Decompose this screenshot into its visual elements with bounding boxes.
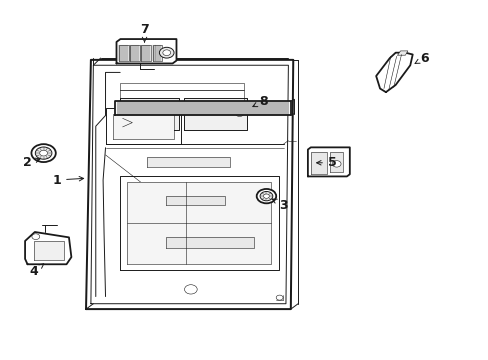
- Text: 5: 5: [316, 156, 336, 169]
- Circle shape: [276, 295, 283, 300]
- Polygon shape: [166, 196, 224, 205]
- Polygon shape: [34, 241, 64, 260]
- Polygon shape: [105, 108, 181, 144]
- Polygon shape: [120, 83, 244, 90]
- Polygon shape: [147, 157, 229, 167]
- Polygon shape: [152, 45, 162, 60]
- Circle shape: [235, 111, 243, 117]
- Text: 1: 1: [52, 174, 83, 186]
- Circle shape: [31, 144, 56, 162]
- Polygon shape: [86, 60, 293, 309]
- Polygon shape: [141, 45, 151, 60]
- Text: 8: 8: [252, 95, 268, 108]
- Polygon shape: [25, 232, 71, 264]
- Circle shape: [331, 161, 340, 167]
- Polygon shape: [310, 152, 327, 174]
- Circle shape: [40, 150, 47, 156]
- Polygon shape: [375, 53, 412, 92]
- Text: 3: 3: [272, 199, 287, 212]
- Polygon shape: [130, 45, 140, 60]
- Polygon shape: [120, 90, 244, 101]
- Circle shape: [163, 50, 170, 55]
- Polygon shape: [120, 98, 178, 130]
- Polygon shape: [127, 182, 271, 264]
- Text: 7: 7: [140, 23, 149, 42]
- Polygon shape: [119, 45, 128, 60]
- Circle shape: [260, 192, 272, 201]
- Text: 2: 2: [23, 156, 40, 169]
- Polygon shape: [183, 98, 246, 130]
- Polygon shape: [113, 114, 173, 139]
- Circle shape: [35, 147, 52, 159]
- Circle shape: [184, 285, 197, 294]
- Circle shape: [159, 47, 174, 58]
- Polygon shape: [330, 152, 342, 172]
- Circle shape: [32, 234, 40, 239]
- Polygon shape: [166, 237, 254, 248]
- Circle shape: [256, 189, 276, 203]
- Polygon shape: [307, 147, 349, 176]
- Circle shape: [263, 194, 269, 198]
- Polygon shape: [397, 51, 407, 55]
- Polygon shape: [120, 176, 278, 270]
- Polygon shape: [91, 65, 288, 304]
- Polygon shape: [116, 39, 176, 63]
- Text: 6: 6: [414, 51, 428, 64]
- Polygon shape: [115, 101, 290, 116]
- Text: 4: 4: [29, 264, 43, 278]
